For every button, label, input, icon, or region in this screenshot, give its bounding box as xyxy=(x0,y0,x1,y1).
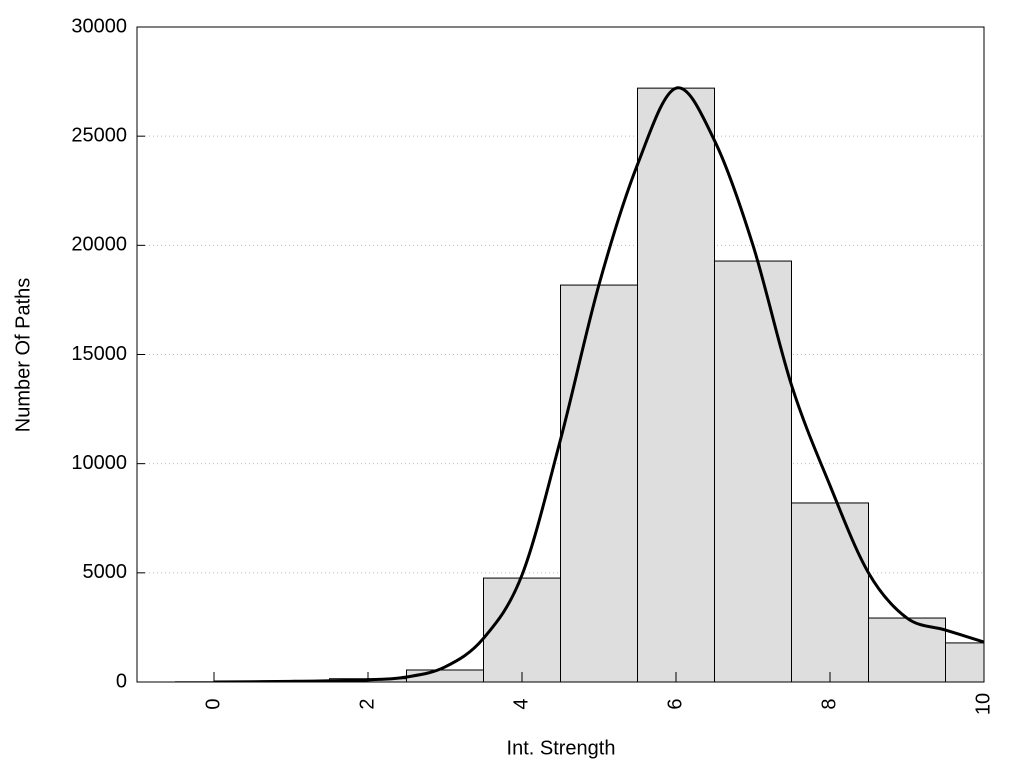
y-tick-label: 30000 xyxy=(71,15,127,37)
density-curve xyxy=(213,86,984,682)
axes: 0 5000 10000 15000 20000 25000 30000 0 2 4 6 8 10 xyxy=(71,15,994,715)
bar xyxy=(483,577,561,682)
bar xyxy=(560,284,638,682)
bar xyxy=(714,260,792,682)
bars xyxy=(175,87,984,682)
x-tick-label: 4 xyxy=(510,698,532,709)
x-tick-label: 2 xyxy=(356,698,378,709)
y-tick-label: 5000 xyxy=(83,561,128,583)
x-tick-label: 10 xyxy=(972,693,994,715)
y-tick-label: 20000 xyxy=(71,234,127,256)
y-tick-label: 0 xyxy=(116,670,127,692)
x-tick-label: 6 xyxy=(664,698,686,709)
bar xyxy=(945,642,984,682)
y-axis-label: Number Of Paths xyxy=(12,278,34,433)
curve-layer xyxy=(213,86,984,682)
x-axis-label: Int. Strength xyxy=(507,737,616,759)
y-tick-label: 25000 xyxy=(71,124,127,146)
x-tick-label: 8 xyxy=(818,698,840,709)
y-tick-label: 15000 xyxy=(71,343,127,365)
y-tick-label: 10000 xyxy=(71,452,127,474)
bar xyxy=(637,87,715,682)
x-tick-label: 0 xyxy=(202,698,224,709)
bar xyxy=(791,502,869,682)
